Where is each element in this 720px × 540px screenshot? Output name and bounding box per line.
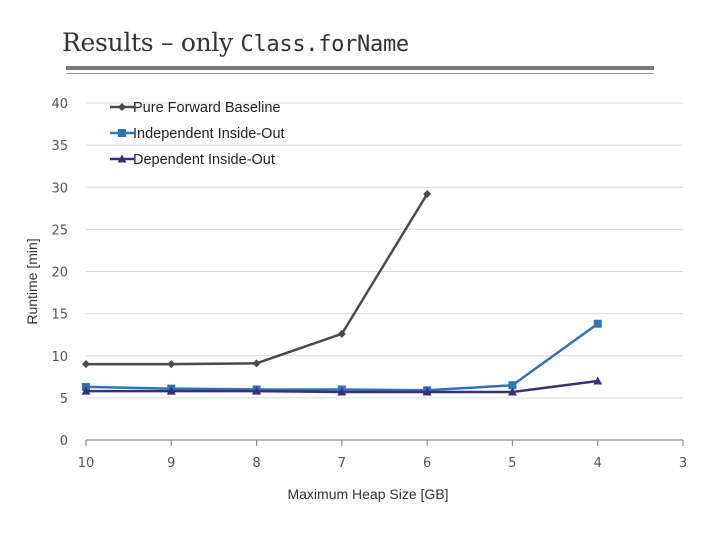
legend-label: Dependent Inside-Out	[133, 152, 275, 168]
y-tick-label: 40	[51, 97, 68, 112]
x-tick-label: 7	[338, 456, 346, 471]
y-tick-label: 0	[60, 434, 68, 449]
y-tick-label: 30	[51, 181, 68, 196]
data-point	[167, 360, 176, 369]
y-tick-label: 5	[60, 392, 68, 407]
y-tick-label: 10	[51, 350, 68, 365]
x-tick-label: 3	[679, 456, 687, 471]
data-point	[508, 381, 517, 390]
x-tick-label: 9	[167, 456, 175, 471]
gridlines	[86, 102, 683, 399]
series-lines	[81, 189, 603, 396]
legend-swatch-marker	[117, 154, 127, 163]
axes: 0 5 10 15 20 25 30 35 40 10 9 8 7 6 5 4 3	[51, 97, 687, 471]
slide-title: Results – only Class.forName	[62, 28, 409, 57]
x-tick-label: 4	[594, 456, 602, 471]
x-tick-label: 8	[252, 456, 260, 471]
y-tick-label: 25	[51, 223, 68, 238]
legend-label: Pure Forward Baseline	[133, 100, 281, 116]
x-axis-title: Maximum Heap Size [GB]	[287, 486, 448, 502]
y-tick-label: 35	[51, 139, 68, 154]
data-point	[422, 387, 432, 396]
data-point	[593, 319, 602, 328]
slide-title-text: Results – only	[62, 28, 241, 57]
data-point	[81, 386, 91, 395]
legend-label: Independent Inside-Out	[133, 126, 285, 142]
data-point	[252, 359, 261, 368]
y-tick-label: 15	[51, 308, 68, 323]
legend-item: Independent Inside-Out	[110, 126, 285, 142]
legend-swatch-marker	[118, 129, 126, 137]
data-point	[423, 189, 432, 198]
slide-title-code: Class.forName	[240, 32, 410, 57]
data-point	[337, 387, 347, 396]
data-point	[593, 376, 603, 385]
legend-item: Pure Forward Baseline	[110, 100, 281, 116]
legend-item: Dependent Inside-Out	[110, 152, 275, 168]
x-tick-label: 5	[508, 456, 516, 471]
y-tick-label: 20	[51, 266, 68, 281]
data-point	[252, 386, 262, 395]
x-tick-label: 6	[423, 456, 431, 471]
data-point	[166, 386, 176, 395]
data-point	[507, 387, 517, 396]
legend: Pure Forward Baseline Independent Inside-…	[110, 100, 285, 168]
data-point	[82, 360, 90, 369]
x-tick-label: 10	[78, 456, 95, 471]
series-3	[81, 376, 603, 396]
series-1	[82, 189, 432, 369]
legend-swatch-marker	[118, 103, 126, 111]
series-line	[86, 193, 429, 366]
title-underline-thin	[66, 73, 654, 74]
y-axis-title: Runtime [min]	[24, 238, 40, 324]
title-underline-thick	[66, 66, 654, 70]
data-point	[337, 329, 346, 338]
